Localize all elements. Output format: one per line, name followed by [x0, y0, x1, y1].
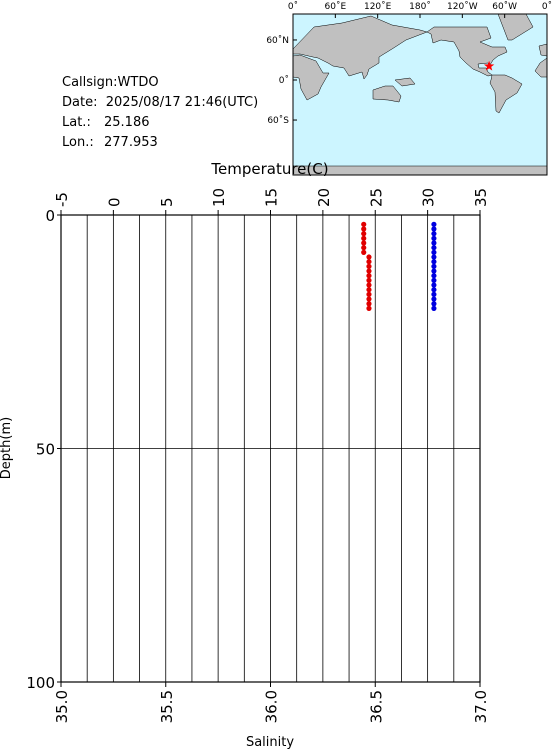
profile-point: [361, 221, 367, 227]
profile-point: [431, 268, 437, 274]
map-lon-label: 0˚: [288, 1, 298, 12]
bottom-tick-label: 37.0: [472, 690, 490, 723]
map-lon-label: 60˚E: [325, 1, 347, 12]
profile-point: [366, 291, 372, 297]
profile-point: [431, 249, 437, 255]
top-tick-label: -5: [53, 192, 71, 207]
profile-point: [366, 273, 372, 279]
profile-point: [366, 287, 372, 293]
lon-label: Lon.:: [62, 135, 94, 150]
y-axis-title: Depth(m): [0, 417, 14, 479]
profile-point: [431, 291, 437, 297]
profile-point: [361, 240, 367, 246]
map-lon-label: 0˚: [542, 1, 552, 12]
profile-point: [431, 287, 437, 293]
profile-point: [366, 296, 372, 302]
profile-point: [431, 277, 437, 283]
profile-point: [431, 305, 437, 311]
profile-point: [366, 263, 372, 269]
profile-point: [361, 249, 367, 255]
profile-point: [361, 235, 367, 241]
map-lat-label: 0˚: [279, 75, 289, 86]
lon-value: 277.953: [104, 135, 158, 150]
top-tick-label: 10: [210, 188, 228, 207]
profile-point: [431, 245, 437, 251]
y-tick-label: 100: [26, 674, 55, 692]
top-tick-label: 35: [472, 188, 490, 207]
top-axis-title: Temperature(C): [210, 160, 328, 178]
location-marker: [483, 60, 495, 71]
profile-point: [361, 226, 367, 232]
profile-point: [361, 231, 367, 237]
map-lat-label: 60˚N: [266, 35, 289, 46]
date: Date: 2025/08/17 21:46(UTC): [62, 95, 258, 110]
profile-point: [431, 263, 437, 269]
bottom-tick-label: 36.5: [367, 690, 385, 723]
land: [292, 13, 548, 176]
profile-point: [431, 235, 437, 241]
profile-point: [431, 273, 437, 279]
profile-point: [431, 221, 437, 227]
profile-point: [431, 231, 437, 237]
map-lon-label: 120˚E: [364, 1, 392, 12]
bottom-axis-title: Salinity: [246, 735, 294, 750]
profile-point: [361, 245, 367, 251]
profile-point: [431, 296, 437, 302]
top-tick-label: 0: [105, 197, 123, 207]
map-lon-label: 120˚W: [447, 1, 478, 12]
y-tick-label: 0: [45, 207, 55, 225]
top-tick-label: 5: [158, 197, 176, 207]
profile-point: [366, 301, 372, 307]
y-tick-label: 50: [36, 441, 55, 459]
profile-point: [431, 259, 437, 265]
top-tick-label: 20: [315, 188, 333, 207]
lat-label: Lat.:: [62, 115, 91, 130]
bottom-tick-label: 36.0: [263, 690, 281, 723]
map: 0˚ 60˚E 120˚E 180˚ 120˚W 60˚W 0˚ 60˚N 0˚ 60˚S: [266, 1, 552, 176]
profile-point: [431, 240, 437, 246]
bottom-tick-label: 35.5: [158, 690, 176, 723]
profile-point: [431, 254, 437, 260]
top-tick-label: 25: [367, 188, 385, 207]
map-lon-label: 180˚: [409, 1, 431, 12]
callsign: Callsign:WTDO: [62, 75, 159, 90]
profile-point: [431, 226, 437, 232]
profile-point: [366, 254, 372, 260]
top-tick-label: 15: [263, 188, 281, 207]
map-lat-label: 60˚S: [267, 115, 289, 126]
profile-point: [431, 301, 437, 307]
profile-point: [366, 268, 372, 274]
map-lon-label: 60˚W: [492, 1, 517, 12]
profile-point: [366, 282, 372, 288]
top-tick-label: 30: [420, 188, 438, 207]
profile-point: [366, 277, 372, 283]
profile-point: [366, 305, 372, 311]
lat-value: 25.186: [104, 115, 150, 130]
profile-point: [431, 282, 437, 288]
bottom-tick-label: 35.0: [53, 690, 71, 723]
profile-point: [366, 259, 372, 265]
